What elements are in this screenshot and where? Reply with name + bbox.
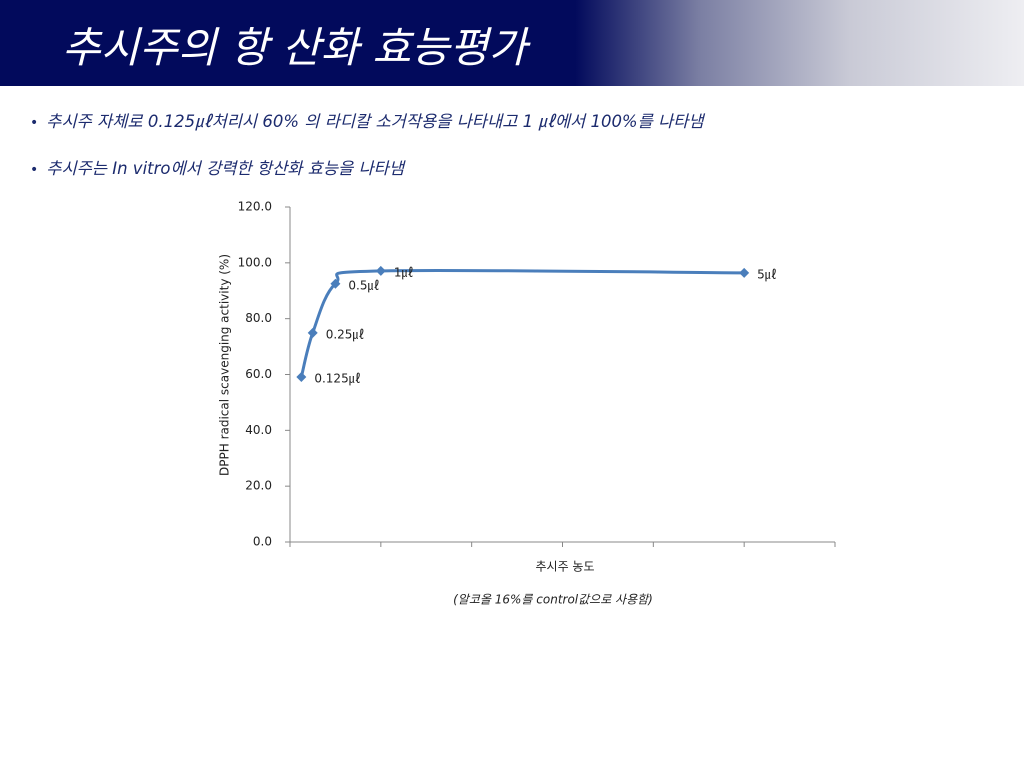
data-label: 5㎕ [757,267,777,281]
y-tick-label: 120.0 [238,200,272,214]
data-point [330,278,341,289]
y-axis-label: DPPH radical scavenging activity (%) [218,254,232,476]
data-point [307,327,318,338]
y-tick-label: 20.0 [245,479,272,493]
slide-title: 추시주의 항 산화 효능평가 [62,23,528,72]
x-axis-label: 추시주 농도 [535,560,594,574]
header-band [0,0,1024,86]
bullet: 추시주 자체로 0.125㎕처리시 60% 의 라디칼 소거작용을 나타내고 1… [30,108,703,132]
data-label: 0.25㎕ [326,327,365,341]
y-tick-label: 80.0 [245,311,272,325]
data-point [739,267,750,278]
y-tick-label: 60.0 [245,367,272,381]
data-point [296,372,307,383]
y-tick-label: 100.0 [238,255,272,269]
data-point [375,265,386,276]
y-tick-label: 40.0 [245,423,272,437]
data-label: 0.125㎕ [314,372,360,386]
data-label: 0.5㎕ [348,278,379,292]
y-tick-label: 0.0 [253,535,272,549]
data-label: 1㎕ [394,265,414,279]
bullet: 추시주는 In vitro에서 강력한 항산화 효능을 나타냄 [30,155,404,179]
chart-note: (알코올 16%를 control값으로 사용함) [453,593,653,607]
